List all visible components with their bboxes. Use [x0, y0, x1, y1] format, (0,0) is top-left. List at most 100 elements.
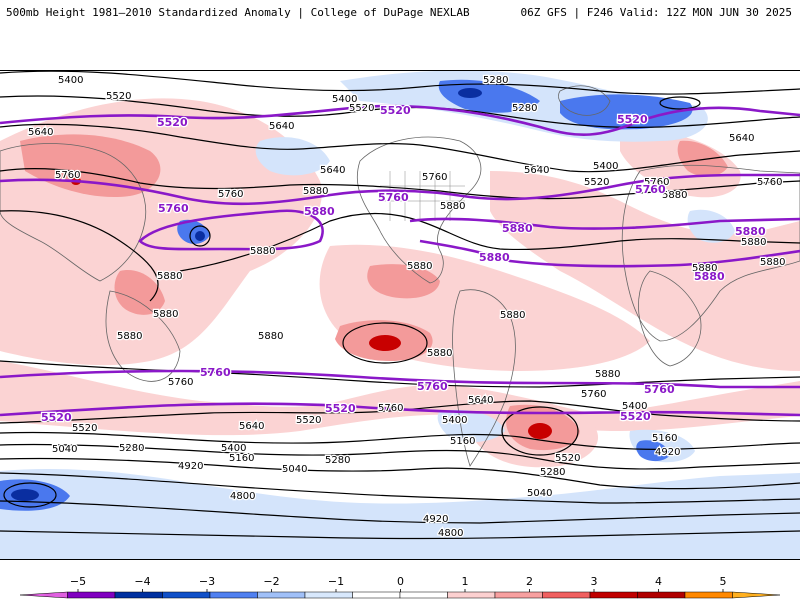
colorbar-swatch	[447, 591, 496, 599]
height-label: 5880	[500, 310, 525, 321]
colorbar-swatch	[589, 591, 638, 599]
height-label: 5400	[332, 94, 357, 105]
height-label: 5400	[58, 75, 83, 86]
height-label: 5520	[555, 453, 580, 464]
height-label: 5760	[581, 389, 606, 400]
height-label: 5880	[692, 263, 717, 274]
height-label: 5880	[407, 261, 432, 272]
height-label: 5640	[269, 121, 294, 132]
key-height-label: 5760	[644, 383, 675, 396]
height-label: 5640	[468, 395, 493, 406]
height-label: 5040	[527, 488, 552, 499]
colorbar: −5 −4 −3 −2 −1 0 1 2 3 4 5	[19, 575, 781, 599]
colorbar-tick-label: 5	[720, 575, 727, 588]
key-height-contours	[0, 104, 800, 417]
height-label: 5760	[168, 377, 193, 388]
height-label: 4800	[230, 491, 255, 502]
height-label: 5040	[282, 464, 307, 475]
height-label: 5880	[157, 271, 182, 282]
height-label: 5760	[757, 177, 782, 188]
extreme-negative-anomaly-shading	[11, 88, 482, 501]
height-label: 5280	[512, 103, 537, 114]
height-label: 5880	[760, 257, 785, 268]
height-label: 5760	[422, 172, 447, 183]
height-label: 5880	[250, 246, 275, 257]
height-label: 5520	[584, 177, 609, 188]
state-borders	[380, 171, 465, 221]
colorbar-swatch	[542, 591, 591, 599]
key-height-label: 5760	[378, 191, 409, 204]
height-label: 5400	[593, 161, 618, 172]
colorbar-swatches	[19, 591, 781, 599]
coastlines	[0, 85, 800, 467]
height-label: 5880	[303, 186, 328, 197]
key-height-label: 5880	[694, 270, 725, 283]
colorbar-tick-label: −2	[263, 575, 279, 588]
height-label: 5760	[218, 189, 243, 200]
height-label: 5640	[524, 165, 549, 176]
height-label: 5400	[442, 415, 467, 426]
colorbar-tick-label: 1	[462, 575, 469, 588]
colorbar-swatch	[684, 591, 733, 599]
colorbar-tick-label: −1	[328, 575, 344, 588]
colorbar-swatch	[399, 591, 448, 599]
height-label: 5280	[483, 75, 508, 86]
colorbar-tick-label: −4	[134, 575, 150, 588]
height-label: 5880	[741, 237, 766, 248]
key-height-label: 5880	[735, 225, 766, 238]
model-run-info: 06Z GFS | F246 Valid: 12Z MON JUN 30 202…	[520, 6, 792, 19]
height-label: 5640	[320, 165, 345, 176]
height-label: 5640	[729, 133, 754, 144]
height-label: 5760	[55, 170, 80, 181]
colorbar-labels: −5 −4 −3 −2 −1 0 1 2 3 4 5	[70, 575, 727, 592]
height-label: 5760	[644, 177, 669, 188]
key-height-label: 5880	[502, 222, 533, 235]
colorbar-swatch	[494, 591, 543, 599]
height-label: 5880	[258, 331, 283, 342]
key-height-label: 5880	[479, 251, 510, 264]
key-height-label: 5760	[158, 202, 189, 215]
height-label: 5640	[239, 421, 264, 432]
key-height-label: 5880	[304, 205, 335, 218]
height-label: 5160	[450, 436, 475, 447]
key-height-label: 5760	[200, 366, 231, 379]
height-label: 5160	[652, 433, 677, 444]
colorbar-tick-label: −3	[199, 575, 215, 588]
colorbar-tick-label: 2	[526, 575, 533, 588]
height-label: 5520	[106, 91, 131, 102]
colorbar-swatch	[67, 591, 116, 599]
height-contours	[0, 71, 800, 540]
height-label: 4920	[423, 514, 448, 525]
colorbar-swatch	[257, 591, 306, 599]
height-label: 5520	[72, 423, 97, 434]
height-label: 4920	[655, 447, 680, 458]
height-label: 5880	[595, 369, 620, 380]
colorbar-swatch	[732, 591, 781, 599]
map-title: 500mb Height 1981–2010 Standardized Anom…	[6, 6, 470, 19]
height-label: 4920	[178, 461, 203, 472]
height-label: 5400	[221, 443, 246, 454]
colorbar-swatch	[352, 591, 401, 599]
colorbar-swatch	[114, 591, 163, 599]
colorbar-tick-label: 3	[591, 575, 598, 588]
colorbar-swatch	[209, 591, 258, 599]
height-label: 5280	[540, 467, 565, 478]
height-label: 5880	[153, 309, 178, 320]
height-label: 5280	[119, 443, 144, 454]
key-height-label: 5760	[417, 380, 448, 393]
height-label: 5400	[622, 401, 647, 412]
height-label: 5880	[117, 331, 142, 342]
key-height-label: 5520	[380, 104, 411, 117]
key-height-label: 5520	[157, 116, 188, 129]
height-label: 5760	[378, 403, 403, 414]
colorbar-tick-label: −5	[70, 575, 86, 588]
key-height-label: 5520	[41, 411, 72, 424]
key-height-label: 5520	[620, 410, 651, 423]
key-height-label: 5520	[617, 113, 648, 126]
key-height-label: 5760	[635, 183, 666, 196]
height-label: 5520	[296, 415, 321, 426]
height-label: 4800	[438, 528, 463, 539]
